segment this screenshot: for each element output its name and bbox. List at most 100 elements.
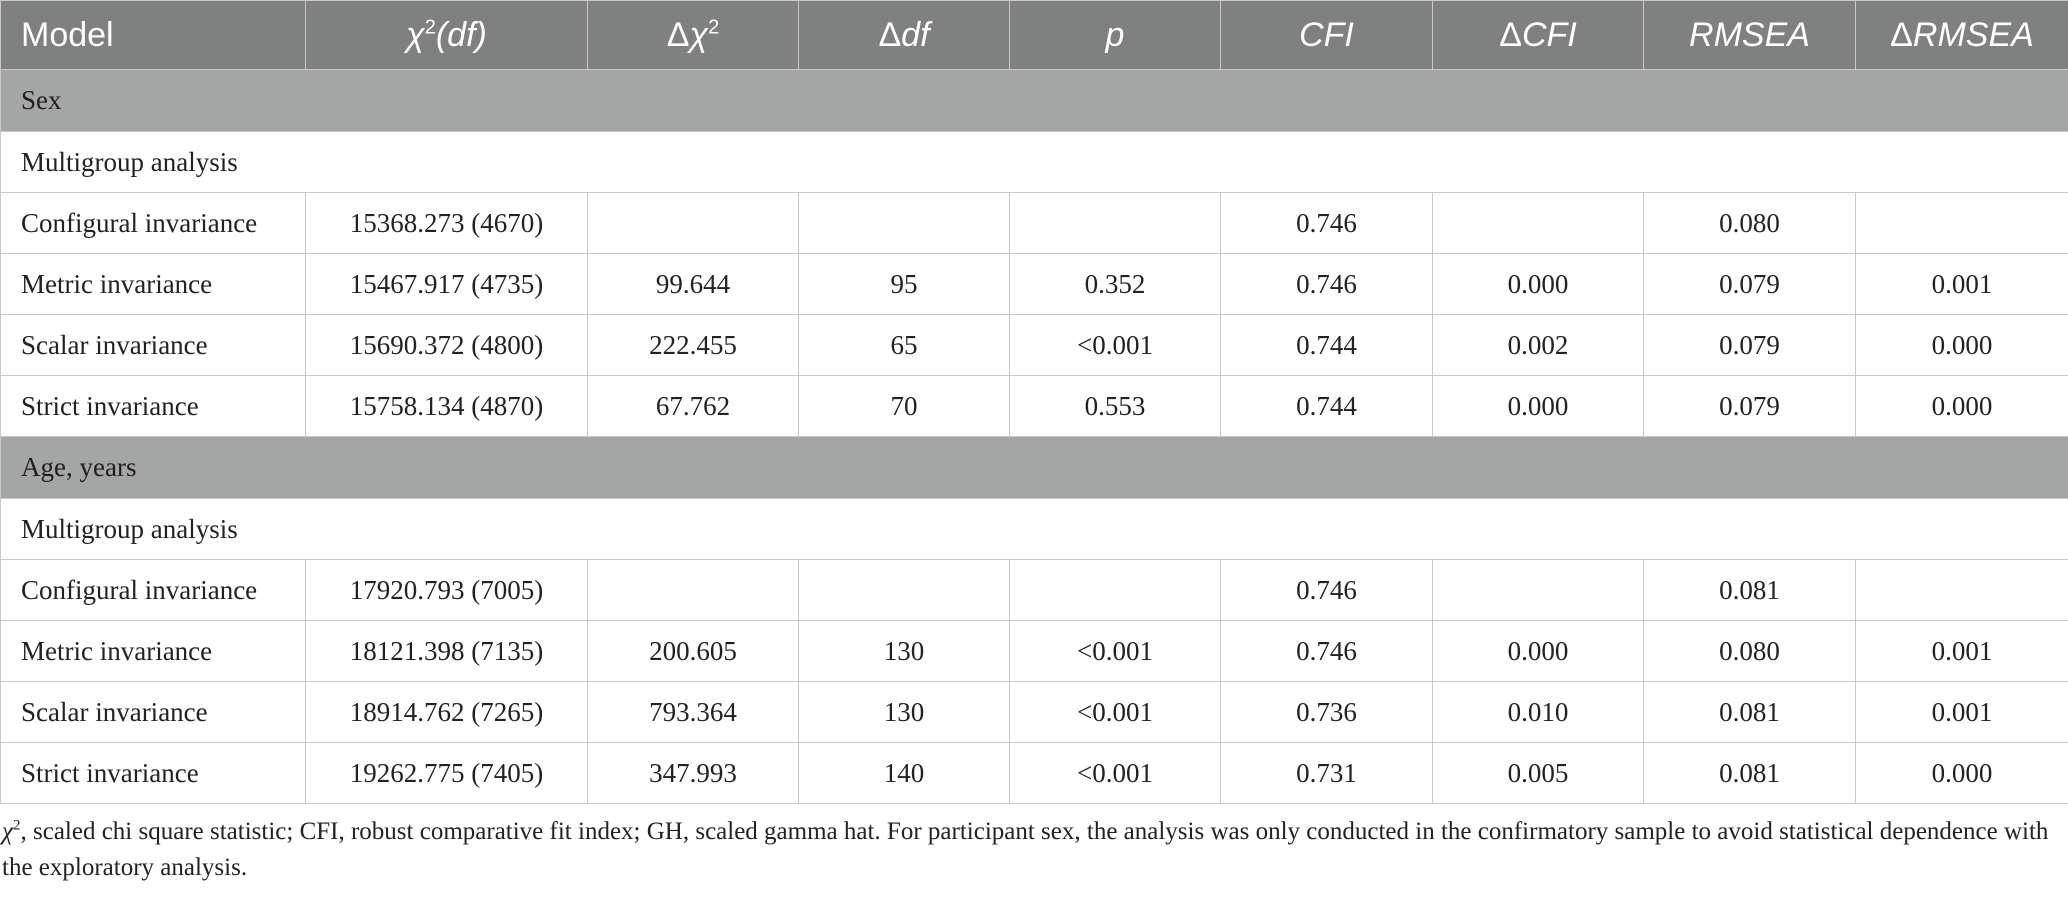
cfi-cell: 0.744 xyxy=(1220,375,1433,437)
p-cell: 0.553 xyxy=(1009,375,1221,437)
delta-df-cell: 70 xyxy=(798,375,1010,437)
cfi-cell: 0.746 xyxy=(1220,559,1433,621)
rmsea-cell: 0.080 xyxy=(1643,192,1856,254)
footnote-chi-sup: 2 xyxy=(13,817,21,834)
model-cell: Configural invariance xyxy=(0,192,306,254)
chi-df-cell: 17920.793 (7005) xyxy=(305,559,588,621)
rmsea-cell: 0.079 xyxy=(1643,375,1856,437)
model-cell: Strict invariance xyxy=(0,375,306,437)
delta-df-cell: 95 xyxy=(798,253,1010,315)
delta-df-cell xyxy=(798,192,1010,254)
table-row: Scalar invariance 18914.762 (7265) 793.3… xyxy=(0,681,2068,743)
delta-rmsea-cell: 0.001 xyxy=(1855,681,2068,743)
p-cell xyxy=(1009,192,1221,254)
rmsea-cell: 0.080 xyxy=(1643,620,1856,682)
delta-chi-cell: 200.605 xyxy=(587,620,799,682)
header-row: Model χ2(df) Δχ2 Δdf p CFI ΔCFI RMSEA ΔR… xyxy=(0,0,2068,70)
model-cell: Metric invariance xyxy=(0,253,306,315)
model-cell: Metric invariance xyxy=(0,620,306,682)
header-rmsea: RMSEA xyxy=(1643,0,1856,70)
cfi-cell: 0.746 xyxy=(1220,253,1433,315)
rmsea-cell: 0.081 xyxy=(1643,559,1856,621)
model-cell: Scalar invariance xyxy=(0,681,306,743)
footnote-chi-symbol: χ xyxy=(2,818,13,845)
delta-cfi-cell: 0.005 xyxy=(1432,742,1644,804)
p-cell: <0.001 xyxy=(1009,742,1221,804)
p-cell: 0.352 xyxy=(1009,253,1221,315)
delta-chi-cell: 99.644 xyxy=(587,253,799,315)
chi-df-cell: 18121.398 (7135) xyxy=(305,620,588,682)
header-cfi: CFI xyxy=(1220,0,1433,70)
table-footnote: χ2, scaled chi square statistic; CFI, ro… xyxy=(0,804,2068,886)
delta-cfi-cell: 0.000 xyxy=(1432,375,1644,437)
delta-df-cell xyxy=(798,559,1010,621)
delta-df-cell: 130 xyxy=(798,620,1010,682)
delta-cfi-cell: 0.010 xyxy=(1432,681,1644,743)
p-cell: <0.001 xyxy=(1009,314,1221,376)
rmsea-cell: 0.081 xyxy=(1643,681,1856,743)
table-row: Metric invariance 18121.398 (7135) 200.6… xyxy=(0,620,2068,682)
table-row: Strict invariance 19262.775 (7405) 347.9… xyxy=(0,742,2068,804)
cfi-cell: 0.731 xyxy=(1220,742,1433,804)
group-row-sex: Sex xyxy=(0,69,2068,132)
subgroup-title: Multigroup analysis xyxy=(0,131,2068,193)
table-row: Metric invariance 15467.917 (4735) 99.64… xyxy=(0,253,2068,315)
delta-rmsea-cell: 0.001 xyxy=(1855,253,2068,315)
group-title: Age, years xyxy=(0,436,2068,499)
cfi-cell: 0.746 xyxy=(1220,620,1433,682)
delta-df-cell: 130 xyxy=(798,681,1010,743)
cfi-cell: 0.744 xyxy=(1220,314,1433,376)
chi-df-cell: 15467.917 (4735) xyxy=(305,253,588,315)
p-cell: <0.001 xyxy=(1009,681,1221,743)
header-p: p xyxy=(1009,0,1221,70)
chi-df-cell: 19262.775 (7405) xyxy=(305,742,588,804)
header-model: Model xyxy=(0,0,306,70)
header-delta-chi-square: Δχ2 xyxy=(587,0,799,70)
model-cell: Configural invariance xyxy=(0,559,306,621)
group-title: Sex xyxy=(0,69,2068,132)
model-cell: Scalar invariance xyxy=(0,314,306,376)
chi-df-cell: 15368.273 (4670) xyxy=(305,192,588,254)
p-cell: <0.001 xyxy=(1009,620,1221,682)
rmsea-cell: 0.079 xyxy=(1643,253,1856,315)
header-delta-df: Δdf xyxy=(798,0,1010,70)
model-cell: Strict invariance xyxy=(0,742,306,804)
header-delta-rmsea: ΔRMSEA xyxy=(1855,0,2068,70)
table-row: Configural invariance 17920.793 (7005) 0… xyxy=(0,559,2068,621)
chi-df-cell: 15690.372 (4800) xyxy=(305,314,588,376)
cfi-cell: 0.746 xyxy=(1220,192,1433,254)
delta-df-cell: 140 xyxy=(798,742,1010,804)
invariance-table: Model χ2(df) Δχ2 Δdf p CFI ΔCFI RMSEA ΔR… xyxy=(0,0,2068,804)
delta-chi-cell xyxy=(587,559,799,621)
delta-rmsea-cell: 0.001 xyxy=(1855,620,2068,682)
header-chi-square-df: χ2(df) xyxy=(305,0,588,70)
rmsea-cell: 0.079 xyxy=(1643,314,1856,376)
delta-cfi-cell xyxy=(1432,559,1644,621)
table-row: Configural invariance 15368.273 (4670) 0… xyxy=(0,192,2068,254)
subgroup-row: Multigroup analysis xyxy=(0,498,2068,560)
footnote-text: , scaled chi square statistic; CFI, robu… xyxy=(2,818,2049,881)
delta-rmsea-cell xyxy=(1855,192,2068,254)
cfi-cell: 0.736 xyxy=(1220,681,1433,743)
p-cell xyxy=(1009,559,1221,621)
subgroup-title: Multigroup analysis xyxy=(0,498,2068,560)
subgroup-row: Multigroup analysis xyxy=(0,131,2068,193)
delta-cfi-cell xyxy=(1432,192,1644,254)
chi-df-cell: 18914.762 (7265) xyxy=(305,681,588,743)
delta-rmsea-cell: 0.000 xyxy=(1855,314,2068,376)
delta-df-cell: 65 xyxy=(798,314,1010,376)
header-delta-cfi: ΔCFI xyxy=(1432,0,1644,70)
rmsea-cell: 0.081 xyxy=(1643,742,1856,804)
delta-rmsea-cell xyxy=(1855,559,2068,621)
table-row: Strict invariance 15758.134 (4870) 67.76… xyxy=(0,375,2068,437)
chi-df-cell: 15758.134 (4870) xyxy=(305,375,588,437)
delta-chi-cell: 347.993 xyxy=(587,742,799,804)
table-container: Model χ2(df) Δχ2 Δdf p CFI ΔCFI RMSEA ΔR… xyxy=(0,0,2068,886)
delta-cfi-cell: 0.002 xyxy=(1432,314,1644,376)
delta-chi-cell: 222.455 xyxy=(587,314,799,376)
delta-cfi-cell: 0.000 xyxy=(1432,620,1644,682)
delta-chi-cell: 67.762 xyxy=(587,375,799,437)
delta-rmsea-cell: 0.000 xyxy=(1855,742,2068,804)
table-row: Scalar invariance 15690.372 (4800) 222.4… xyxy=(0,314,2068,376)
delta-chi-cell xyxy=(587,192,799,254)
